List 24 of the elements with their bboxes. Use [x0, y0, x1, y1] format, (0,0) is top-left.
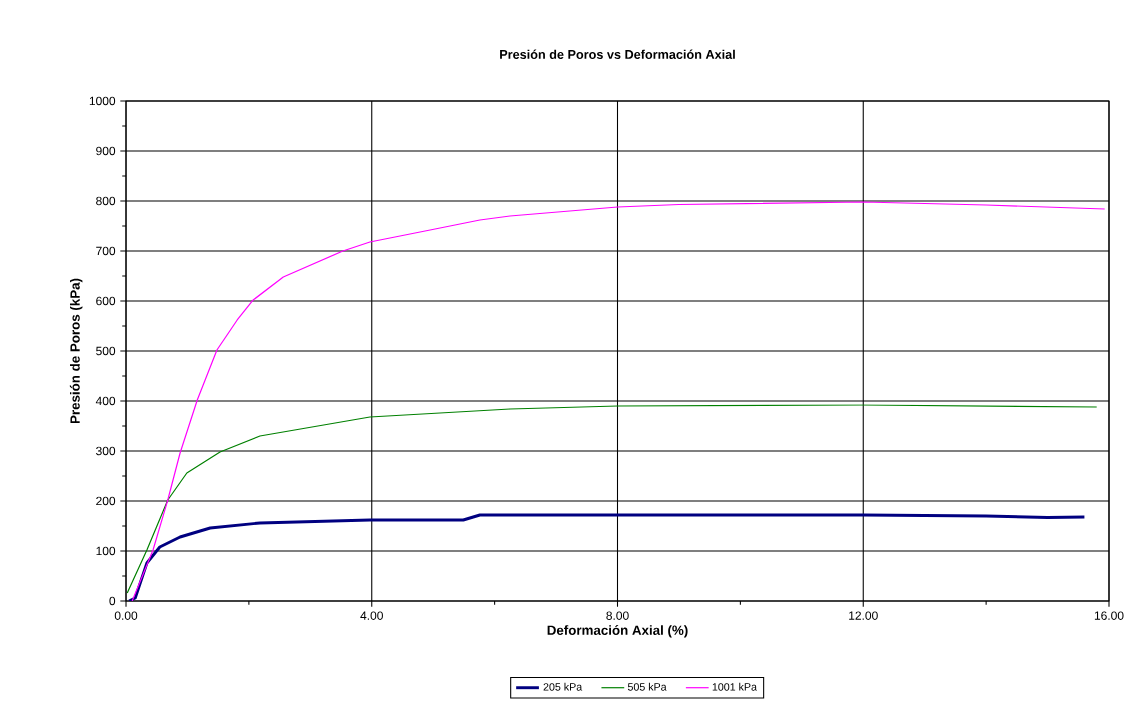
y-tick-label: 0 — [109, 596, 116, 606]
x-tick-label: 4.00 — [360, 611, 383, 620]
legend-label: 505 kPa — [627, 682, 667, 691]
y-tick-label: 1000 — [89, 96, 116, 106]
y-tick-label: 800 — [96, 196, 116, 206]
y-tick-label: 900 — [96, 146, 116, 156]
x-tick-label: 12.00 — [849, 611, 878, 620]
y-tick-label: 300 — [96, 446, 116, 456]
y-tick-label: 700 — [96, 246, 116, 256]
x-tick-label: 0.00 — [114, 611, 138, 620]
chart-title: Presión de Poros vs Deformación Axial — [500, 49, 735, 59]
x-axis-title: Deformación Axial (%) — [547, 625, 688, 638]
line-series — [126, 404, 1098, 594]
y-tick-label: 500 — [96, 346, 116, 356]
legend-label: 1001 kPa — [712, 682, 757, 691]
x-tick-label: 8.00 — [606, 611, 629, 620]
y-tick-label: 200 — [96, 496, 116, 506]
y-tick-label: 400 — [95, 396, 116, 406]
line-series — [131, 201, 1106, 601]
y-tick-label: 100 — [96, 546, 116, 556]
y-tick-label: 600 — [96, 296, 116, 306]
legend-label: 205 kPa — [543, 682, 583, 691]
x-tick-label: 16.00 — [1094, 611, 1124, 620]
y-axis-title: Presión de Poros (kPa) — [69, 278, 83, 424]
